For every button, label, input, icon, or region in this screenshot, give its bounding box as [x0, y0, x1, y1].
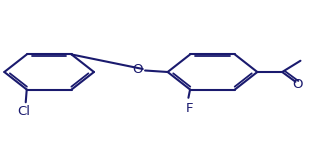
Text: O: O [292, 78, 302, 91]
Text: F: F [186, 102, 193, 115]
Text: Cl: Cl [18, 105, 31, 118]
Text: O: O [132, 63, 143, 76]
